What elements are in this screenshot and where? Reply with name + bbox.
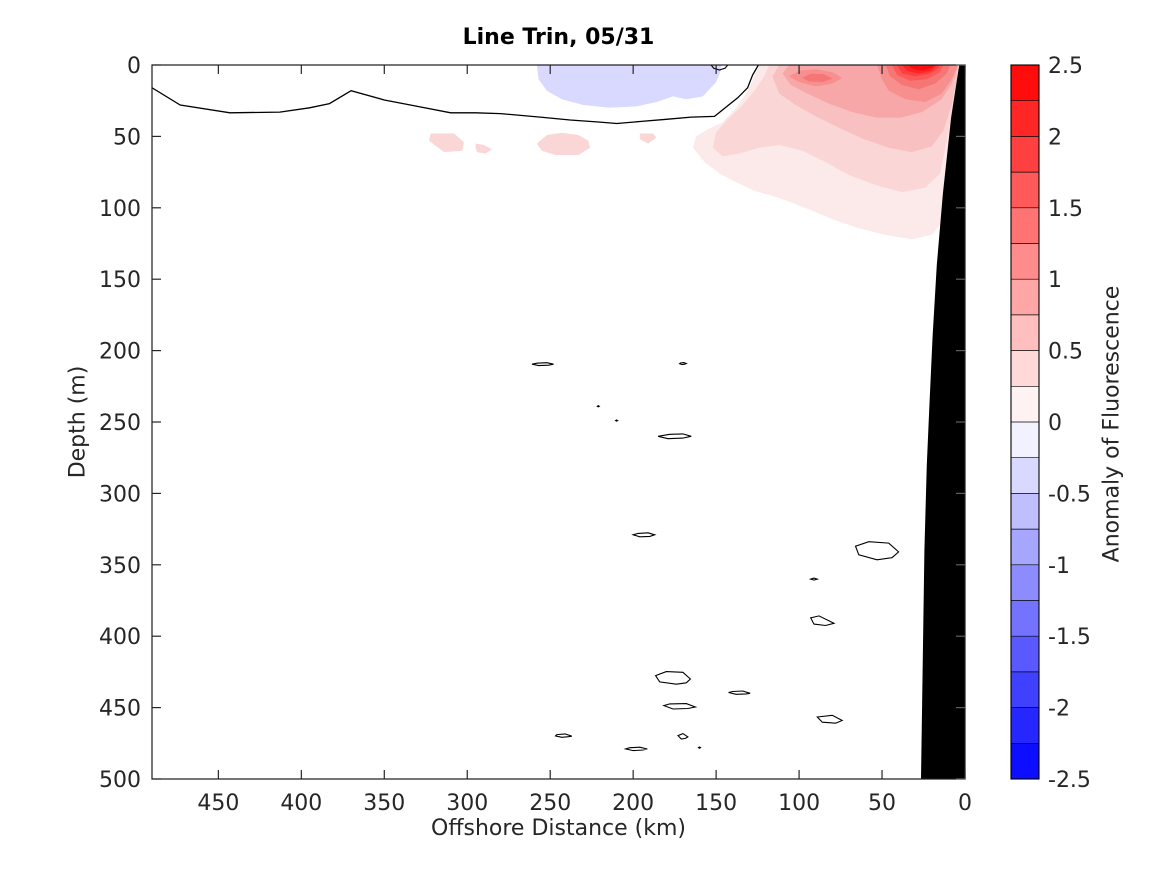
x-axis-label: Offshore Distance (km) [431,816,686,841]
closed-contour [677,732,689,740]
closed-contour [554,733,572,738]
colorbar-tick-label: 1 [1048,268,1062,293]
negative-anomaly-blob [536,65,722,108]
colorbar-segment [1011,564,1039,601]
pink-patch-1 [429,133,464,153]
closed-contour [678,362,688,366]
closed-contour [614,419,619,422]
pink-patch-3 [536,132,590,155]
pink-patch-2 [475,143,493,154]
closed-contours [531,65,900,752]
colorbar-tick-label: 2.5 [1048,54,1083,79]
colorbar-segment [1011,386,1039,422]
colorbar-tick-label: -1 [1048,554,1070,579]
colorbar-tick-label: 0.5 [1048,340,1083,365]
y-tick-label: 350 [99,554,141,579]
closed-contour [531,362,554,367]
y-tick-label: 400 [99,625,141,650]
contour-fills [429,65,960,240]
colorbar-tick-label: -0.5 [1048,482,1091,507]
y-tick-label: 250 [99,411,141,436]
colorbar-segment [1011,493,1039,530]
colorbar-tick-label: -1.5 [1048,625,1091,650]
y-tick-label: 450 [99,697,141,722]
colorbar-segment [1011,243,1039,280]
chart-title: Line Trin, 05/31 [462,25,655,50]
x-tick-label: 400 [280,791,322,816]
x-tick-label: 450 [197,791,239,816]
colorbar-tick-label: -2 [1048,697,1070,722]
colorbar-segment [1011,743,1039,779]
colorbar-segment [1011,671,1039,708]
axis-ticks: 450 400 350 300 250 200 150 100 50 00501001502002… [99,54,972,816]
y-tick-label: 500 [99,768,141,793]
colorbar-segment [1011,279,1039,315]
colorbar-segment [1011,707,1039,744]
y-tick-label: 200 [99,340,141,365]
closed-contour [654,671,692,685]
colorbar-segment [1011,636,1039,672]
closed-contour [809,615,836,627]
colorbar-segment [1011,529,1039,565]
x-tick-label: 150 [695,791,737,816]
colorbar-segment [1011,65,1039,101]
colorbar-segment [1011,100,1039,137]
colorbar-label: Anomaly of Fluorescence [1099,285,1125,563]
colorbar: 2.5 2 1.5 1 0.5 0 -0.5 -1 -1.5 -2 -2.5 [1010,54,1091,793]
closed-contour [728,690,751,695]
colorbar-segment [1011,350,1039,387]
closed-contour [662,703,698,710]
colorbar-segment [1011,172,1039,208]
y-tick-label: 50 [113,125,141,150]
closed-contour [631,532,657,538]
colorbar-segment [1011,207,1039,244]
colorbar-segment [1011,457,1039,494]
x-tick-label: 0 [958,791,972,816]
y-tick-label: 100 [99,197,141,222]
closed-contour [623,746,648,752]
closed-contour [697,746,702,749]
x-tick-label: 200 [612,791,654,816]
x-tick-label: 300 [446,791,488,816]
x-tick-label: 100 [778,791,820,816]
colorbar-tick-label: 2 [1048,125,1062,150]
closed-contour [808,577,820,581]
closed-contour [657,433,692,440]
y-tick-label: 150 [99,268,141,293]
colorbar-segment [1011,422,1039,458]
x-tick-label: 50 [868,791,896,816]
closed-contour [854,541,900,561]
seafloor-coast-mask [921,65,965,779]
closed-contour [596,405,601,408]
closed-contour [816,714,844,724]
positive-band-2.5 [906,65,936,71]
colorbar-tick-label: -2.5 [1048,768,1091,793]
colorbar-border [1010,64,1040,780]
colorbar-tick-label: 1.5 [1048,197,1083,222]
y-tick-label: 300 [99,482,141,507]
colorbar-segment [1011,136,1039,173]
x-tick-label: 250 [529,791,571,816]
colorbar-tick-label: 0 [1048,411,1062,436]
pink-patch-4 [639,133,657,144]
x-tick-label: 350 [363,791,405,816]
colorbar-segment [1011,314,1039,351]
secondary-max-band-1.5 [802,73,833,83]
y-axis-label: Depth (m) [65,365,91,479]
zero-contour-line [152,65,759,125]
colorbar-segment [1011,600,1039,637]
y-tick-label: 0 [127,54,141,79]
